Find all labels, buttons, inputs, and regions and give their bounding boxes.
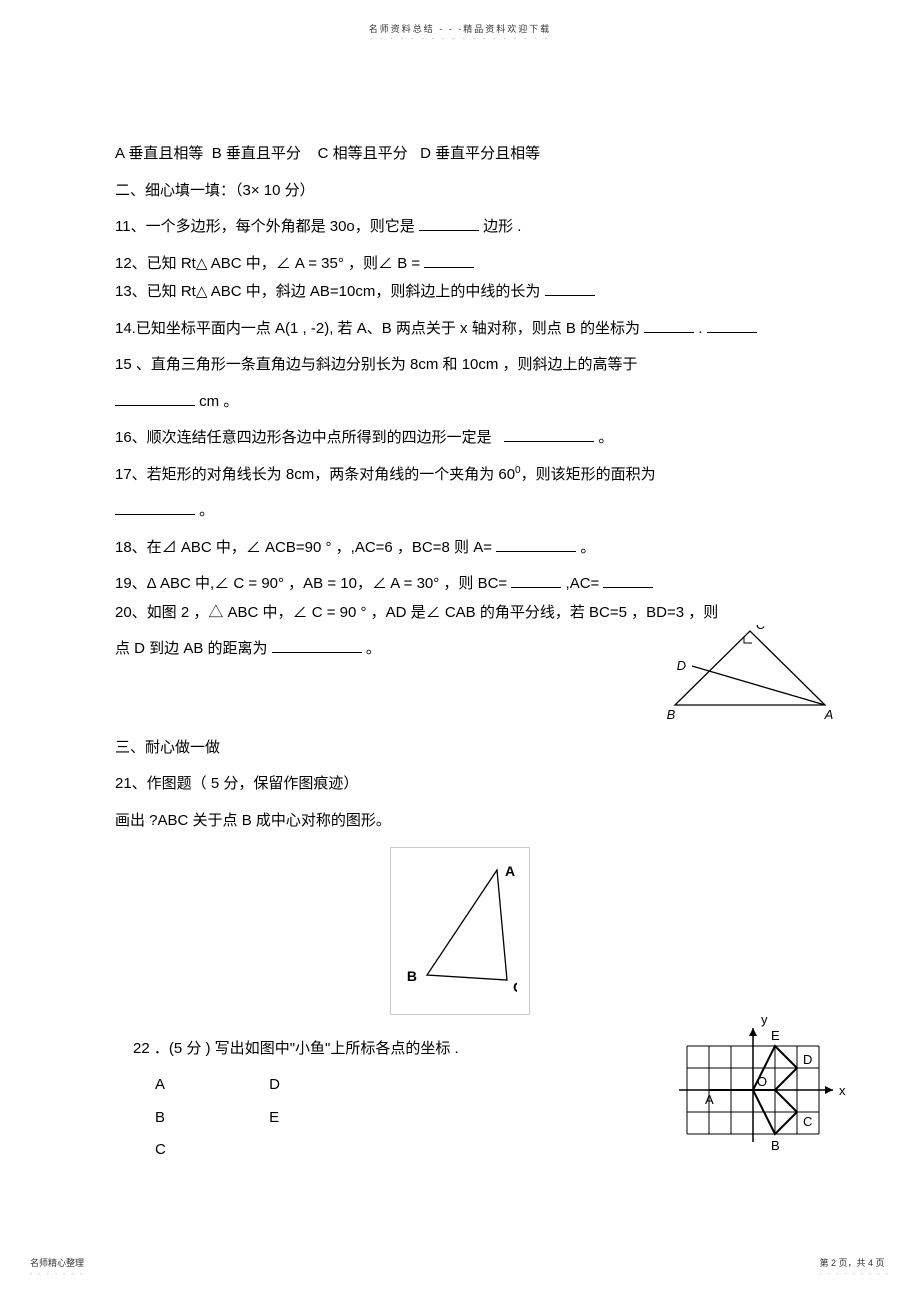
svg-text:B: B <box>407 968 417 984</box>
q10-c: C 相等且平分 <box>318 145 408 162</box>
q18-blank <box>496 537 576 552</box>
q20-blank <box>272 638 362 653</box>
svg-text:B: B <box>771 1138 780 1153</box>
q17: 17、若矩形的对角线长为 8cm，两条对角线的一个夹角为 600，则该矩形的面积… <box>115 461 805 490</box>
figure-21: A B C <box>390 847 530 1015</box>
q10-b: B 垂直且平分 <box>212 145 301 162</box>
page-header: 名师资料总结 - - -精品资料欢迎下载 <box>0 22 920 35</box>
q15-cont: cm 。 <box>115 388 805 417</box>
q14-blank2 <box>707 318 757 333</box>
q10-d: D 垂直平分且相等 <box>420 145 540 162</box>
footer-left-text: 名师精心整理 <box>30 1256 84 1269</box>
coord-b: B <box>155 1104 265 1133</box>
footer-left: 名师精心整理 - - - - - - - <box>30 1256 84 1278</box>
coord-c: C <box>155 1136 265 1165</box>
footer-right-text: 第 2 页，共 4 页 <box>819 1256 890 1269</box>
svg-text:C: C <box>803 1114 812 1129</box>
q14-post: . <box>698 320 702 337</box>
q19-pre: 19、Δ ABC 中,∠ C = 90° ，AB = 10，∠ A = 30° … <box>115 575 507 592</box>
footer-right: 第 2 页，共 4 页 - - - - - - - - - <box>819 1256 890 1278</box>
q20-line2-pre: 点 D 到边 AB 的距离为 <box>115 640 268 657</box>
q14-pre: 14.已知坐标平面内一点 A(1 , -2), 若 A、B 两点关于 x 轴对称… <box>115 320 640 337</box>
svg-text:D: D <box>677 658 686 673</box>
page-header-dots: - - - - - - - - - - - - - - - - - - <box>0 36 920 43</box>
q13-text: 13、已知 Rt△ ABC 中，斜边 AB=10cm，则斜边上的中线的长为 <box>115 283 540 300</box>
q11-post: 边形 . <box>483 218 521 235</box>
q15-unit: cm 。 <box>199 393 238 410</box>
q11: 11、一个多边形，每个外角都是 30o，则它是 边形 . <box>115 213 805 242</box>
svg-text:A: A <box>705 1092 714 1107</box>
svg-text:E: E <box>771 1028 780 1043</box>
q21: 21、作图题（ 5 分，保留作图痕迹） <box>115 770 805 799</box>
q19: 19、Δ ABC 中,∠ C = 90° ，AB = 10，∠ A = 30° … <box>115 570 805 599</box>
page-content: A 垂直且相等 B 垂直且平分 C 相等且平分 D 垂直平分且相等 二、细心填一… <box>115 140 805 1169</box>
figure-22: x y O A B C D E <box>653 995 853 1175</box>
svg-text:C: C <box>756 625 766 632</box>
q19-blank1 <box>511 573 561 588</box>
q17-cont: 。 <box>115 497 805 526</box>
footer-left-dots: - - - - - - - <box>30 1271 84 1278</box>
q20: 20、如图 2 ，△ ABC 中，∠ C = 90 ° ，AD 是∠ CAB 的… <box>115 599 805 628</box>
q22-text: 22 ．(5 分 ) 写出如图中"小鱼"上所标各点的坐标 . <box>133 1040 459 1057</box>
q19-blank2 <box>603 573 653 588</box>
coord-a: A <box>155 1071 265 1100</box>
q18: 18、在⊿ ABC 中，∠ ACB=90 ° ，,AC=6 ，BC=8 则 A=… <box>115 534 805 563</box>
svg-text:B: B <box>667 707 676 720</box>
svg-text:A: A <box>505 863 515 879</box>
q17-end: 。 <box>199 502 214 519</box>
q15: 15 、直角三角形一条直角边与斜边分别长为 8cm 和 10cm ，则斜边上的高… <box>115 351 805 380</box>
section-3-title: 三、耐心做一做 <box>115 734 805 763</box>
q12: 12、已知 Rt△ ABC 中，∠ A = 35° ，则∠ B = <box>115 250 805 279</box>
q21-text: 画出 ?ABC 关于点 B 成中心对称的图形。 <box>115 807 805 836</box>
q16-blank <box>504 427 594 442</box>
q10-options: A 垂直且相等 B 垂直且平分 C 相等且平分 D 垂直平分且相等 <box>115 140 805 169</box>
q20-line2-post: 。 <box>366 640 381 657</box>
q12-text: 12、已知 Rt△ ABC 中，∠ A = 35° ，则∠ B = <box>115 255 420 272</box>
q16-pre: 16、顺次连结任意四边形各边中点所得到的四边形一定是 <box>115 429 492 446</box>
svg-text:C: C <box>513 979 517 995</box>
q18-post: 。 <box>580 539 595 556</box>
q14-blank <box>644 318 694 333</box>
q12-blank <box>424 253 474 268</box>
q20-line2: 点 D 到边 AB 的距离为 。 CDBA <box>115 635 805 664</box>
svg-text:x: x <box>839 1083 846 1098</box>
q13: 13、已知 Rt△ ABC 中，斜边 AB=10cm，则斜边上的中线的长为 <box>115 278 805 307</box>
q13-blank <box>545 281 595 296</box>
q17-pre: 17、若矩形的对角线长为 8cm，两条对角线的一个夹角为 60 <box>115 466 515 483</box>
svg-text:D: D <box>803 1052 812 1067</box>
figure-20: C D B A <box>665 625 845 720</box>
footer-right-dots: - - - - - - - - - <box>819 1271 890 1278</box>
section-2-title: 二、细心填一填：（3× 10 分） <box>115 177 805 206</box>
q18-pre: 18、在⊿ ABC 中，∠ ACB=90 ° ，,AC=6 ，BC=8 则 A= <box>115 539 492 556</box>
svg-text:O: O <box>757 1074 767 1089</box>
coord-d: D <box>269 1071 379 1100</box>
q19-mid: ,AC= <box>566 575 600 592</box>
q22: 22 ．(5 分 ) 写出如图中"小鱼"上所标各点的坐标 . xyOABCDE <box>115 1035 805 1064</box>
coord-e: E <box>269 1104 379 1133</box>
q17-post: ，则该矩形的面积为 <box>521 466 656 483</box>
q11-pre: 11、一个多边形，每个外角都是 30o，则它是 <box>115 218 415 235</box>
svg-text:A: A <box>824 707 834 720</box>
q16: 16、顺次连结任意四边形各边中点所得到的四边形一定是 。 <box>115 424 805 453</box>
q10-a: A 垂直且相等 <box>115 145 203 162</box>
q16-post: 。 <box>598 429 613 446</box>
q11-blank <box>419 216 479 231</box>
q15-blank <box>115 391 195 406</box>
q14: 14.已知坐标平面内一点 A(1 , -2), 若 A、B 两点关于 x 轴对称… <box>115 315 805 344</box>
q17-blank <box>115 500 195 515</box>
svg-text:y: y <box>761 1012 768 1027</box>
